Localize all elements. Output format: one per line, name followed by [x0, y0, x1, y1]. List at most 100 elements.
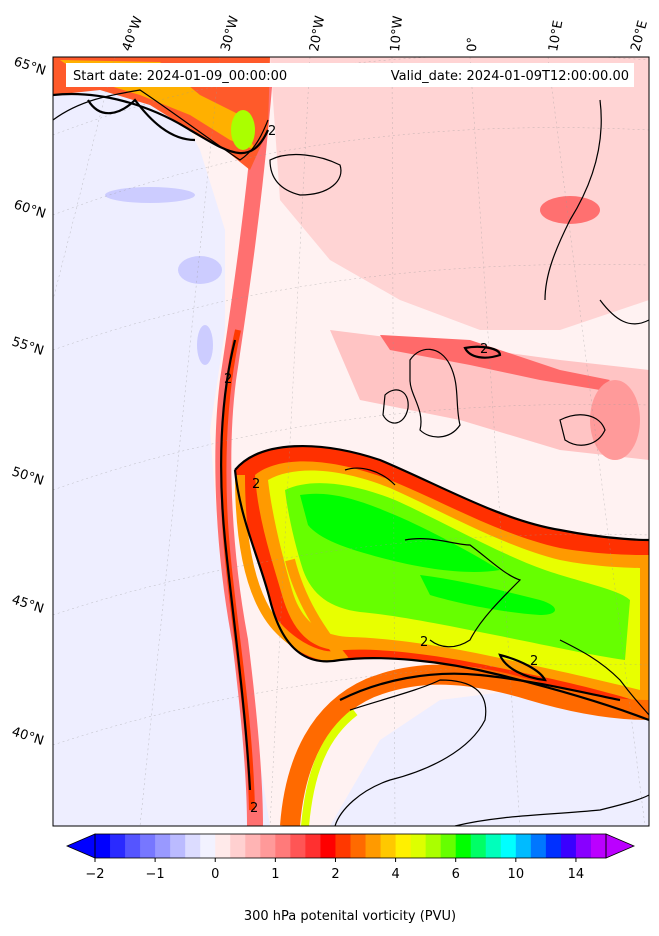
low-pv-patch: [105, 187, 195, 203]
contour-label: 2: [480, 342, 488, 357]
lat-label: 60°N: [12, 198, 48, 222]
pv-hook: [235, 474, 349, 662]
low-pv-patch: [197, 325, 213, 365]
pv-greenland-max: [231, 110, 255, 150]
coast-britain: [409, 348, 461, 438]
coastlines: [53, 89, 649, 826]
colorbar-cell: [170, 834, 186, 858]
pv-band-east-red: [380, 335, 610, 390]
lat-label: 55°N: [10, 335, 46, 359]
colorbar-cells: [95, 834, 607, 858]
pv-southern-arc-core: [301, 708, 358, 826]
colorbar-max-extend: [605, 833, 636, 859]
colorbar-cell: [410, 834, 427, 858]
coast-greenland: [53, 89, 269, 161]
colorbar-cell: [275, 834, 291, 858]
coast-scandinavia: [544, 99, 649, 325]
lat-label: 50°N: [10, 465, 46, 489]
colorbar-cell: [95, 834, 111, 858]
colorbar-tick-label: 2: [331, 867, 339, 882]
lat-label: 45°N: [10, 593, 46, 617]
pv-band-north: [270, 57, 649, 330]
colorbar-cell: [200, 834, 216, 858]
lon-label: 10°W: [388, 15, 406, 52]
colorbar-cell: [380, 834, 397, 858]
colorbar-cell: [485, 834, 502, 858]
colorbar-cell: [305, 834, 321, 858]
colorbar-tick-label: 4: [391, 867, 399, 882]
colorbar-frame: [94, 833, 607, 859]
lat-label: 65°N: [12, 55, 48, 79]
colorbar-cell: [545, 834, 562, 858]
colorbar-tick-label: 0: [211, 867, 219, 882]
low-pv-region: [53, 57, 270, 826]
trough-max-2: [420, 575, 555, 615]
colorbar-cell: [290, 834, 306, 858]
contour-label: 2: [224, 372, 232, 387]
colorbar-cell: [425, 834, 442, 858]
colorbar-tick-label: −2: [85, 867, 104, 882]
colorbar-cell: [245, 834, 261, 858]
pv2-contours: [53, 92, 649, 791]
lon-label: 0°: [465, 37, 481, 52]
colorbar-cell: [530, 834, 547, 858]
lat-label: 40°N: [10, 725, 46, 749]
colorbar-cell: [455, 834, 472, 858]
colorbar-cell: [140, 834, 156, 858]
colorbar-tick-label: −1: [146, 867, 165, 882]
colorbar-tick-label: 6: [452, 867, 460, 882]
low-pv-region-south: [330, 690, 649, 826]
coast-italy: [559, 639, 649, 716]
colorbar-cell: [500, 834, 517, 858]
contour-label: 2: [420, 635, 428, 650]
colorbar-cell: [185, 834, 201, 858]
colorbar-cell: [560, 834, 577, 858]
colorbar-cell: [335, 834, 351, 858]
latitude-labels: 65°N 60°N 55°N 50°N 45°N 40°N: [10, 55, 48, 749]
colorbar-cell: [155, 834, 171, 858]
lon-label: 20°E: [628, 19, 651, 53]
colorbar-title: 300 hPa potenital vorticity (PVU): [244, 909, 456, 924]
contour-label: 2: [250, 801, 258, 816]
valid-date-text: Valid_date: 2024-01-09T12:00:00.00: [391, 69, 629, 84]
colorbar-cell: [230, 834, 246, 858]
colorbar-ticks: −2 −1 0 1 2 4 6 10 14: [85, 858, 584, 882]
colorbar-cell: [350, 834, 367, 858]
contour-label: 2: [530, 654, 538, 669]
colorbar-cell: [515, 834, 532, 858]
colorbar-cell: [125, 834, 141, 858]
info-bar: [66, 63, 634, 87]
colorbar-tick-label: 14: [568, 867, 585, 882]
colorbar-tick-label: 10: [508, 867, 525, 882]
pv-patch: [540, 196, 600, 224]
coast-north-africa: [454, 794, 649, 826]
coast-ireland: [382, 389, 409, 424]
lon-label: 30°W: [218, 14, 242, 53]
colorbar-tick-label: 1: [271, 867, 279, 882]
colorbar-cell: [365, 834, 382, 858]
map-panel: 2 2 2 2 2 2 2 Start date: 2024-01-09_00:…: [53, 57, 649, 826]
colorbar-cell: [590, 834, 607, 858]
start-date-text: Start date: 2024-01-09_00:00:00: [73, 69, 287, 84]
colorbar-cell: [215, 834, 231, 858]
colorbar-cell: [470, 834, 487, 858]
trough-max: [300, 493, 500, 572]
colorbar-min-extend: [65, 833, 96, 859]
pv-patch: [590, 380, 640, 460]
coast-denmark: [559, 414, 606, 446]
colorbar-cell: [440, 834, 457, 858]
longitude-labels: 40°W 30°W 20°W 10°W 0° 10°E 20°E: [120, 14, 651, 53]
lon-label: 20°W: [307, 15, 328, 53]
coast-iceland: [269, 154, 342, 196]
colorbar-cell: [110, 834, 126, 858]
colorbar-cell: [575, 834, 592, 858]
lon-label: 40°W: [120, 14, 146, 53]
lon-label: 10°E: [546, 19, 566, 52]
low-pv-patch: [178, 256, 222, 284]
colorbar-cell: [395, 834, 412, 858]
contour-label: 2: [268, 124, 276, 139]
colorbar-cell: [260, 834, 276, 858]
pv2-contour-labels: 2 2 2 2 2 2 2: [224, 124, 538, 816]
colorbar-cell: [320, 834, 336, 858]
